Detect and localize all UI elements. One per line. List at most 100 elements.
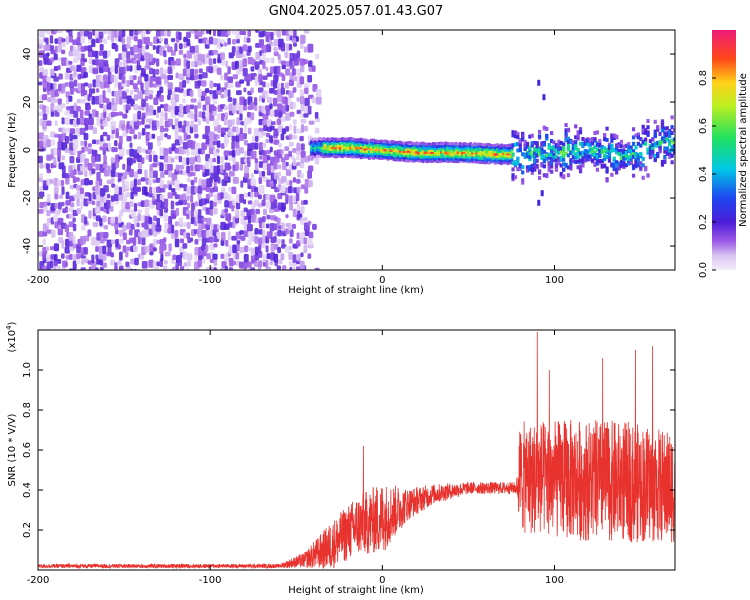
spectrogram-cell (390, 156, 394, 160)
spectrogram-cell (398, 158, 402, 162)
spectrogram-cell (163, 213, 168, 222)
spectrogram-cell (396, 142, 400, 146)
spectrogram-cell (411, 144, 415, 148)
spectrogram-cell (405, 156, 409, 160)
spectrogram-cell (353, 144, 357, 148)
spectrogram-cell (193, 176, 198, 184)
spectrogram-cell (423, 147, 427, 151)
spectrogram-cell (133, 215, 139, 223)
spectrogram-cell (469, 151, 473, 155)
spectrogram-cell (270, 243, 275, 252)
spectrogram-cell (213, 38, 219, 46)
spectrogram-cell (183, 89, 188, 97)
spectrogram-cell (157, 106, 161, 113)
spectrogram-cell (564, 131, 568, 136)
spectrogram-cell (627, 147, 631, 152)
spectrogram-cell (554, 149, 559, 154)
spectrogram-cell (330, 153, 334, 157)
spectrogram-cell (578, 141, 583, 146)
spectrogram-cell (523, 143, 527, 148)
spectrogram-cell (118, 96, 123, 105)
spectrogram-cell (100, 206, 105, 212)
spectrogram-cell (355, 140, 359, 144)
spectrogram-cell (436, 148, 440, 152)
spectrogram-cell (265, 57, 270, 63)
spectrogram-cell (384, 142, 388, 146)
spectrogram-cell (273, 268, 277, 270)
spectrogram-cell (79, 109, 84, 119)
spectrogram-cell (122, 245, 127, 253)
spectrogram-cell (224, 208, 229, 214)
spectrogram-cell (438, 157, 442, 161)
spectrogram-cell (239, 246, 245, 253)
spectrogram-cell (454, 160, 458, 164)
spectrogram-cell (450, 157, 454, 161)
spectrogram-cell (291, 223, 297, 229)
spectrogram-cell (330, 139, 334, 143)
spectrogram-cell (322, 137, 326, 141)
spectrogram-cell (320, 144, 324, 148)
spectrogram-cell (487, 152, 491, 156)
spectrogram-cell (583, 149, 587, 154)
spectrogram-cell (167, 192, 173, 199)
spectrogram-cell (163, 148, 169, 156)
spectrogram-cell (367, 146, 371, 150)
spectrogram-cell (197, 88, 203, 98)
spectrogram-cell (167, 82, 173, 90)
spectrogram-cell (239, 230, 245, 235)
spectrogram-cell (292, 177, 297, 183)
spectrogram-cell (648, 139, 653, 144)
spectrogram-cell (155, 58, 160, 67)
spectrogram-cell (254, 158, 259, 164)
spectrogram-cell (438, 141, 442, 145)
spectrogram-cell (528, 146, 532, 151)
spectrogram-cell (193, 74, 199, 80)
spectrogram-cell (254, 135, 259, 142)
spectrogram-cell (83, 146, 89, 152)
spectrogram-cell (219, 164, 224, 174)
spectrogram-cell (66, 95, 70, 105)
spectrogram-cell (102, 131, 108, 137)
spectrogram-cell (102, 262, 107, 268)
spectrogram-cell (574, 146, 578, 151)
spectrogram-cell (502, 146, 506, 150)
spectrogram-cell (423, 144, 427, 148)
spectrogram-cell (185, 268, 190, 270)
spectrogram-cell (390, 140, 394, 144)
spectrogram-cell (296, 155, 300, 161)
spectrogram-cell (42, 113, 48, 121)
spectrogram-cell (243, 53, 248, 58)
spectrogram-cell (627, 144, 631, 149)
spectrogram-cell (322, 141, 326, 145)
spectrogram-cell (159, 179, 165, 189)
spectrogram-cell (314, 155, 318, 159)
spectrogram-cell (493, 155, 497, 159)
spectrogram-cell (467, 158, 471, 162)
spectrogram-cell (152, 162, 158, 168)
spectrogram-cell (107, 247, 112, 255)
spectrogram-cell (353, 142, 357, 146)
spectrogram-cell (65, 177, 70, 185)
spectrogram-cell (349, 154, 353, 158)
spectrogram-cell (155, 76, 162, 85)
spectrogram-cell (231, 260, 237, 266)
spectrogram-cell (617, 161, 621, 166)
spectrogram-cell (65, 91, 70, 98)
spectrogram-cell (114, 185, 119, 195)
spectrogram-cell (361, 145, 365, 149)
spectrogram-cell (114, 75, 119, 84)
spectrogram-cell (174, 147, 180, 154)
spectrogram-cell (261, 221, 266, 229)
spectrogram-cell (314, 141, 318, 145)
spectrogram-cell (670, 139, 674, 144)
spectrogram-cell (65, 127, 71, 133)
spectrogram-cell (76, 177, 80, 182)
spectrogram-cell (130, 180, 135, 189)
spectrogram-cell (132, 75, 137, 81)
spec-ytick-label: 0 (22, 147, 33, 153)
spectrogram-cell (69, 132, 73, 142)
spectrogram-cell (64, 262, 68, 267)
spectrogram-cell (254, 61, 260, 69)
spectrogram-cell (110, 239, 117, 245)
spectrogram-cell (155, 177, 161, 183)
